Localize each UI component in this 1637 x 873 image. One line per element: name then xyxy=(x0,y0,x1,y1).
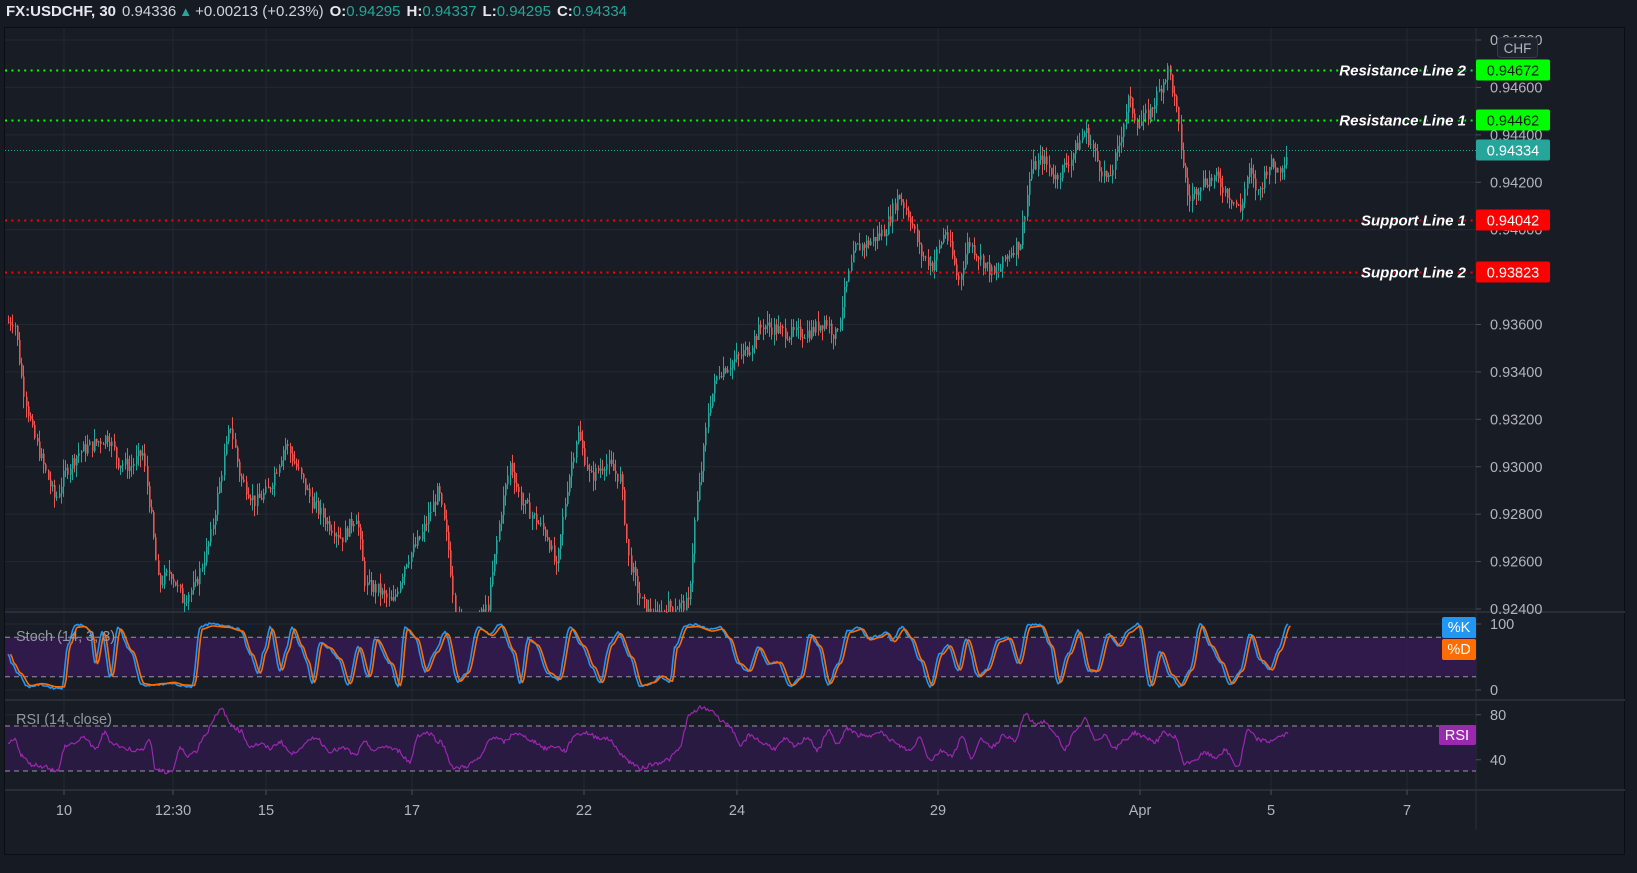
svg-text:%K: %K xyxy=(1448,620,1471,636)
stoch-d-badge: %D xyxy=(1442,639,1476,660)
svg-text:0.94334: 0.94334 xyxy=(1487,144,1539,160)
price-axis-label: 0.93600 xyxy=(1490,318,1542,334)
rsi-badge: RSI xyxy=(1439,725,1476,745)
level-price-badge: 0.94042 xyxy=(1476,209,1550,231)
rsi-pane-title: RSI (14, close) xyxy=(16,712,112,728)
level-label: Support Line 2 xyxy=(1361,265,1467,282)
open-key: O: xyxy=(329,3,347,20)
price-axis-label: 0.92600 xyxy=(1490,555,1542,571)
rsi-axis-label: 40 xyxy=(1490,753,1506,769)
svg-text:%D: %D xyxy=(1447,642,1470,658)
price-axis-label: 0.93400 xyxy=(1490,365,1542,381)
stoch-axis-label: 0 xyxy=(1490,683,1498,699)
time-axis-label: 29 xyxy=(930,803,946,819)
svg-text:RSI: RSI xyxy=(1445,728,1469,744)
grid-lines xyxy=(5,28,1625,830)
level-price-badge: 0.94672 xyxy=(1476,59,1550,81)
symbol-name[interactable]: FX:USDCHF, 30 xyxy=(6,3,117,20)
svg-text:0.93823: 0.93823 xyxy=(1487,266,1539,282)
stoch-pane-title: Stoch (14, 3, 3) xyxy=(16,629,115,645)
time-axis-label: 12:30 xyxy=(155,803,191,819)
stoch-axis-label: 100 xyxy=(1490,617,1514,633)
rsi-axis-label: 80 xyxy=(1490,708,1506,724)
price-badges: 0.94672 0.94462 0.94042 0.93823 0.94334 %K %D R… xyxy=(1439,59,1550,745)
svg-text:0.94462: 0.94462 xyxy=(1487,114,1539,130)
rsi-line xyxy=(7,705,1289,775)
currency-badge[interactable]: CHF xyxy=(1497,37,1538,58)
open-value: 0.94295 xyxy=(346,3,401,20)
price-axis-label: 0.94200 xyxy=(1490,175,1542,191)
candlestick-series xyxy=(8,63,1288,613)
last-price: 0.94336 xyxy=(122,3,177,20)
time-axis-label: 7 xyxy=(1403,803,1411,819)
price-axis-label: 0.93000 xyxy=(1490,460,1542,476)
svg-text:0.94672: 0.94672 xyxy=(1487,64,1539,80)
price-axis-label: 0.93200 xyxy=(1490,412,1542,428)
high-value: 0.94337 xyxy=(422,3,477,20)
low-value: 0.94295 xyxy=(496,3,551,20)
level-label: Resistance Line 2 xyxy=(1339,63,1466,80)
time-axis-label: 17 xyxy=(404,803,420,819)
svg-text:0.94042: 0.94042 xyxy=(1487,214,1539,230)
support-resistance-levels: Resistance Line 2 Resistance Line 1 Suppor… xyxy=(5,62,1476,283)
level-price-badge: 0.93823 xyxy=(1476,261,1550,283)
high-key: H: xyxy=(406,3,423,20)
price-change: +0.00213 (+0.23%) xyxy=(195,3,324,20)
chart-frame[interactable] xyxy=(4,27,1625,855)
time-axis-label: 10 xyxy=(56,803,72,819)
indicator-lines xyxy=(7,622,1291,775)
stoch-d-line xyxy=(9,625,1291,688)
price-axis-label: 0.92800 xyxy=(1490,507,1542,523)
time-axis-label: 22 xyxy=(576,803,592,819)
last-price-badge: 0.94334 xyxy=(1476,139,1550,161)
level-label: Resistance Line 1 xyxy=(1339,113,1466,130)
level-price-badge: 0.94462 xyxy=(1476,109,1550,131)
price-axis-label: 0.92400 xyxy=(1490,602,1542,618)
stoch-k-badge: %K xyxy=(1442,617,1476,638)
triangle-up-icon: ▲ xyxy=(179,4,193,19)
low-key: L: xyxy=(482,3,497,20)
price-axis-label: 0.94600 xyxy=(1490,80,1542,96)
time-axis-label: Apr xyxy=(1129,803,1152,819)
close-key: C: xyxy=(556,3,573,20)
time-axis-label: 15 xyxy=(258,803,274,819)
level-label: Support Line 1 xyxy=(1361,213,1466,230)
close-value: 0.94334 xyxy=(572,3,628,20)
time-axis-label: 5 xyxy=(1267,803,1275,819)
indicator-bands xyxy=(5,636,1476,772)
time-axis-label: 24 xyxy=(729,803,745,819)
symbol-legend: FX:USDCHF, 30 0.94336 ▲ +0.00213 (+0.23%… xyxy=(6,2,627,22)
